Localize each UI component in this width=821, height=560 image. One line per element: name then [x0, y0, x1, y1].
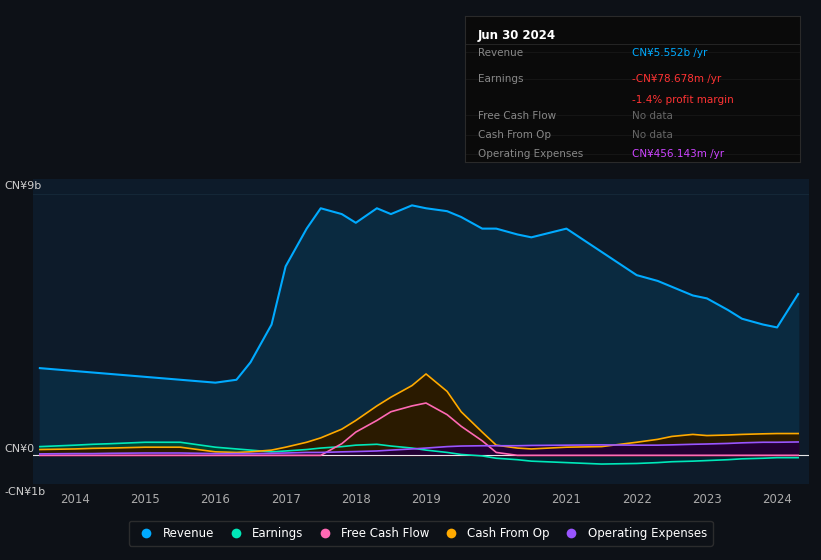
Text: -1.4% profit margin: -1.4% profit margin	[632, 95, 734, 105]
Text: Jun 30 2024: Jun 30 2024	[478, 29, 556, 42]
Text: CN¥9b: CN¥9b	[4, 181, 41, 191]
Text: Operating Expenses: Operating Expenses	[478, 149, 584, 159]
Text: No data: No data	[632, 111, 673, 121]
Text: CN¥5.552b /yr: CN¥5.552b /yr	[632, 48, 708, 58]
Text: Earnings: Earnings	[478, 74, 524, 85]
Text: CN¥456.143m /yr: CN¥456.143m /yr	[632, 149, 724, 159]
Text: -CN¥78.678m /yr: -CN¥78.678m /yr	[632, 74, 722, 85]
Text: -CN¥1b: -CN¥1b	[4, 487, 45, 497]
Text: No data: No data	[632, 130, 673, 140]
Text: Free Cash Flow: Free Cash Flow	[478, 111, 556, 121]
Legend: Revenue, Earnings, Free Cash Flow, Cash From Op, Operating Expenses: Revenue, Earnings, Free Cash Flow, Cash …	[129, 521, 713, 545]
Text: Cash From Op: Cash From Op	[478, 130, 551, 140]
Text: CN¥0: CN¥0	[4, 444, 34, 454]
Text: Revenue: Revenue	[478, 48, 523, 58]
